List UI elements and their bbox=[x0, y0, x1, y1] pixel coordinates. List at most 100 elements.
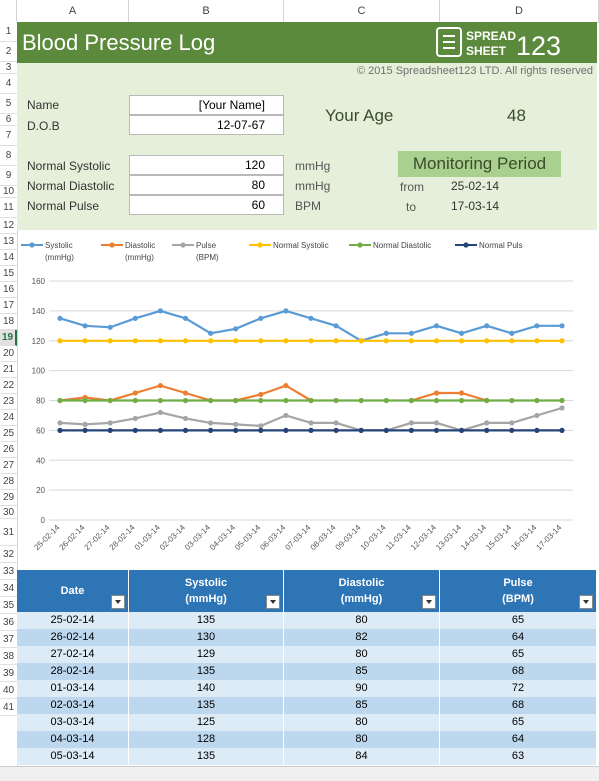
table-row[interactable]: 26-02-14 130 82 64 bbox=[17, 629, 597, 646]
pulse-cell[interactable]: 64 bbox=[440, 731, 597, 748]
column-header-a[interactable]: A bbox=[17, 0, 129, 22]
row-header-14[interactable]: 14 bbox=[0, 250, 17, 266]
pulse-cell[interactable]: 68 bbox=[440, 663, 597, 680]
systolic-cell[interactable]: 130 bbox=[129, 629, 284, 646]
row-header-10[interactable]: 10 bbox=[0, 186, 17, 198]
normal-systolic-input[interactable]: 120 bbox=[129, 155, 284, 175]
diastolic-cell[interactable]: 90 bbox=[284, 680, 440, 697]
row-header-29[interactable]: 29 bbox=[0, 490, 17, 506]
date-cell[interactable]: 05-03-14 bbox=[17, 748, 129, 765]
systolic-cell[interactable]: 135 bbox=[129, 748, 284, 765]
row-header-6[interactable]: 6 bbox=[0, 114, 17, 126]
row-header-9[interactable]: 9 bbox=[0, 166, 17, 186]
select-all-corner[interactable] bbox=[0, 0, 17, 22]
pulse-cell[interactable]: 65 bbox=[440, 612, 597, 629]
pulse-cell[interactable]: 65 bbox=[440, 714, 597, 731]
row-header-11[interactable]: 11 bbox=[0, 198, 17, 218]
row-header-28[interactable]: 28 bbox=[0, 474, 17, 490]
row-header-39[interactable]: 39 bbox=[0, 665, 17, 682]
name-input[interactable]: [Your Name] bbox=[129, 95, 284, 115]
row-header-15[interactable]: 15 bbox=[0, 266, 17, 282]
row-header-33[interactable]: 33 bbox=[0, 563, 17, 580]
blood-pressure-chart[interactable]: 0 20 40 60 80 100 120 140 160 25-02-1426-02-1427-… bbox=[17, 232, 597, 570]
dob-input[interactable]: 12-07-67 bbox=[129, 115, 284, 135]
row-header-7[interactable]: 7 bbox=[0, 126, 17, 146]
pulse-cell[interactable]: 63 bbox=[440, 748, 597, 765]
table-row[interactable]: 03-03-14 125 80 65 bbox=[17, 714, 597, 731]
diastolic-cell[interactable]: 80 bbox=[284, 731, 440, 748]
pulse-cell[interactable]: 65 bbox=[440, 646, 597, 663]
row-header-8[interactable]: 8 bbox=[0, 146, 17, 166]
systolic-cell[interactable]: 128 bbox=[129, 731, 284, 748]
row-header-41[interactable]: 41 bbox=[0, 699, 17, 716]
row-header-21[interactable]: 21 bbox=[0, 362, 17, 378]
table-row[interactable]: 01-03-14 140 90 72 bbox=[17, 680, 597, 697]
row-header-26[interactable]: 26 bbox=[0, 442, 17, 458]
date-cell[interactable]: 04-03-14 bbox=[17, 731, 129, 748]
row-header-38[interactable]: 38 bbox=[0, 648, 17, 665]
normal-pulse-input[interactable]: 60 bbox=[129, 195, 284, 215]
pulse-cell[interactable]: 68 bbox=[440, 697, 597, 714]
systolic-cell[interactable]: 125 bbox=[129, 714, 284, 731]
date-cell[interactable]: 26-02-14 bbox=[17, 629, 129, 646]
row-header-23[interactable]: 23 bbox=[0, 394, 17, 410]
column-header-c[interactable]: C bbox=[284, 0, 440, 22]
table-row[interactable]: 05-03-14 135 84 63 bbox=[17, 748, 597, 765]
filter-dropdown-systolic[interactable] bbox=[266, 595, 280, 609]
systolic-cell[interactable]: 135 bbox=[129, 697, 284, 714]
diastolic-cell[interactable]: 80 bbox=[284, 646, 440, 663]
row-header-5[interactable]: 5 bbox=[0, 94, 17, 114]
row-header-3[interactable]: 3 bbox=[0, 62, 17, 74]
date-cell[interactable]: 27-02-14 bbox=[17, 646, 129, 663]
row-header-30[interactable]: 30 bbox=[0, 506, 17, 519]
diastolic-cell[interactable]: 82 bbox=[284, 629, 440, 646]
row-header-34[interactable]: 34 bbox=[0, 580, 17, 597]
row-header-35[interactable]: 35 bbox=[0, 597, 17, 614]
row-header-18[interactable]: 18 bbox=[0, 314, 17, 330]
pulse-cell[interactable]: 64 bbox=[440, 629, 597, 646]
row-header-31[interactable]: 31 bbox=[0, 519, 17, 546]
date-cell[interactable]: 03-03-14 bbox=[17, 714, 129, 731]
table-row[interactable]: 27-02-14 129 80 65 bbox=[17, 646, 597, 663]
row-header-24[interactable]: 24 bbox=[0, 410, 17, 426]
table-row[interactable]: 02-03-14 135 85 68 bbox=[17, 697, 597, 714]
table-row[interactable]: 04-03-14 128 80 64 bbox=[17, 731, 597, 748]
diastolic-cell[interactable]: 80 bbox=[284, 714, 440, 731]
diastolic-cell[interactable]: 85 bbox=[284, 663, 440, 680]
row-header-4[interactable]: 4 bbox=[0, 74, 17, 94]
to-date[interactable]: 17-03-14 bbox=[451, 199, 500, 213]
row-header-1[interactable]: 1 bbox=[0, 22, 17, 42]
filter-dropdown-date[interactable] bbox=[111, 595, 125, 609]
filter-dropdown-pulse[interactable] bbox=[579, 595, 593, 609]
table-row[interactable]: 25-02-14 135 80 65 bbox=[17, 612, 597, 629]
row-header-20[interactable]: 20 bbox=[0, 346, 17, 362]
row-header-13[interactable]: 13 bbox=[0, 234, 17, 250]
diastolic-cell[interactable]: 85 bbox=[284, 697, 440, 714]
normal-diastolic-input[interactable]: 80 bbox=[129, 175, 284, 195]
systolic-cell[interactable]: 140 bbox=[129, 680, 284, 697]
row-header-12[interactable]: 12 bbox=[0, 218, 17, 234]
diastolic-cell[interactable]: 84 bbox=[284, 748, 440, 765]
date-cell[interactable]: 28-02-14 bbox=[17, 663, 129, 680]
column-header-d[interactable]: D bbox=[440, 0, 599, 22]
row-header-36[interactable]: 36 bbox=[0, 614, 17, 631]
systolic-cell[interactable]: 129 bbox=[129, 646, 284, 663]
date-cell[interactable]: 01-03-14 bbox=[17, 680, 129, 697]
pulse-cell[interactable]: 72 bbox=[440, 680, 597, 697]
date-cell[interactable]: 25-02-14 bbox=[17, 612, 129, 629]
row-header-16[interactable]: 16 bbox=[0, 282, 17, 298]
row-header-37[interactable]: 37 bbox=[0, 631, 17, 648]
row-header-17[interactable]: 17 bbox=[0, 298, 17, 314]
row-header-19[interactable]: 19 bbox=[0, 330, 17, 346]
row-header-40[interactable]: 40 bbox=[0, 682, 17, 699]
row-header-27[interactable]: 27 bbox=[0, 458, 17, 474]
diastolic-cell[interactable]: 80 bbox=[284, 612, 440, 629]
from-date[interactable]: 25-02-14 bbox=[451, 179, 500, 193]
row-header-2[interactable]: 2 bbox=[0, 42, 17, 62]
column-header-b[interactable]: B bbox=[129, 0, 284, 22]
row-header-22[interactable]: 22 bbox=[0, 378, 17, 394]
row-header-25[interactable]: 25 bbox=[0, 426, 17, 442]
filter-dropdown-diastolic[interactable] bbox=[422, 595, 436, 609]
systolic-cell[interactable]: 135 bbox=[129, 612, 284, 629]
date-cell[interactable]: 02-03-14 bbox=[17, 697, 129, 714]
